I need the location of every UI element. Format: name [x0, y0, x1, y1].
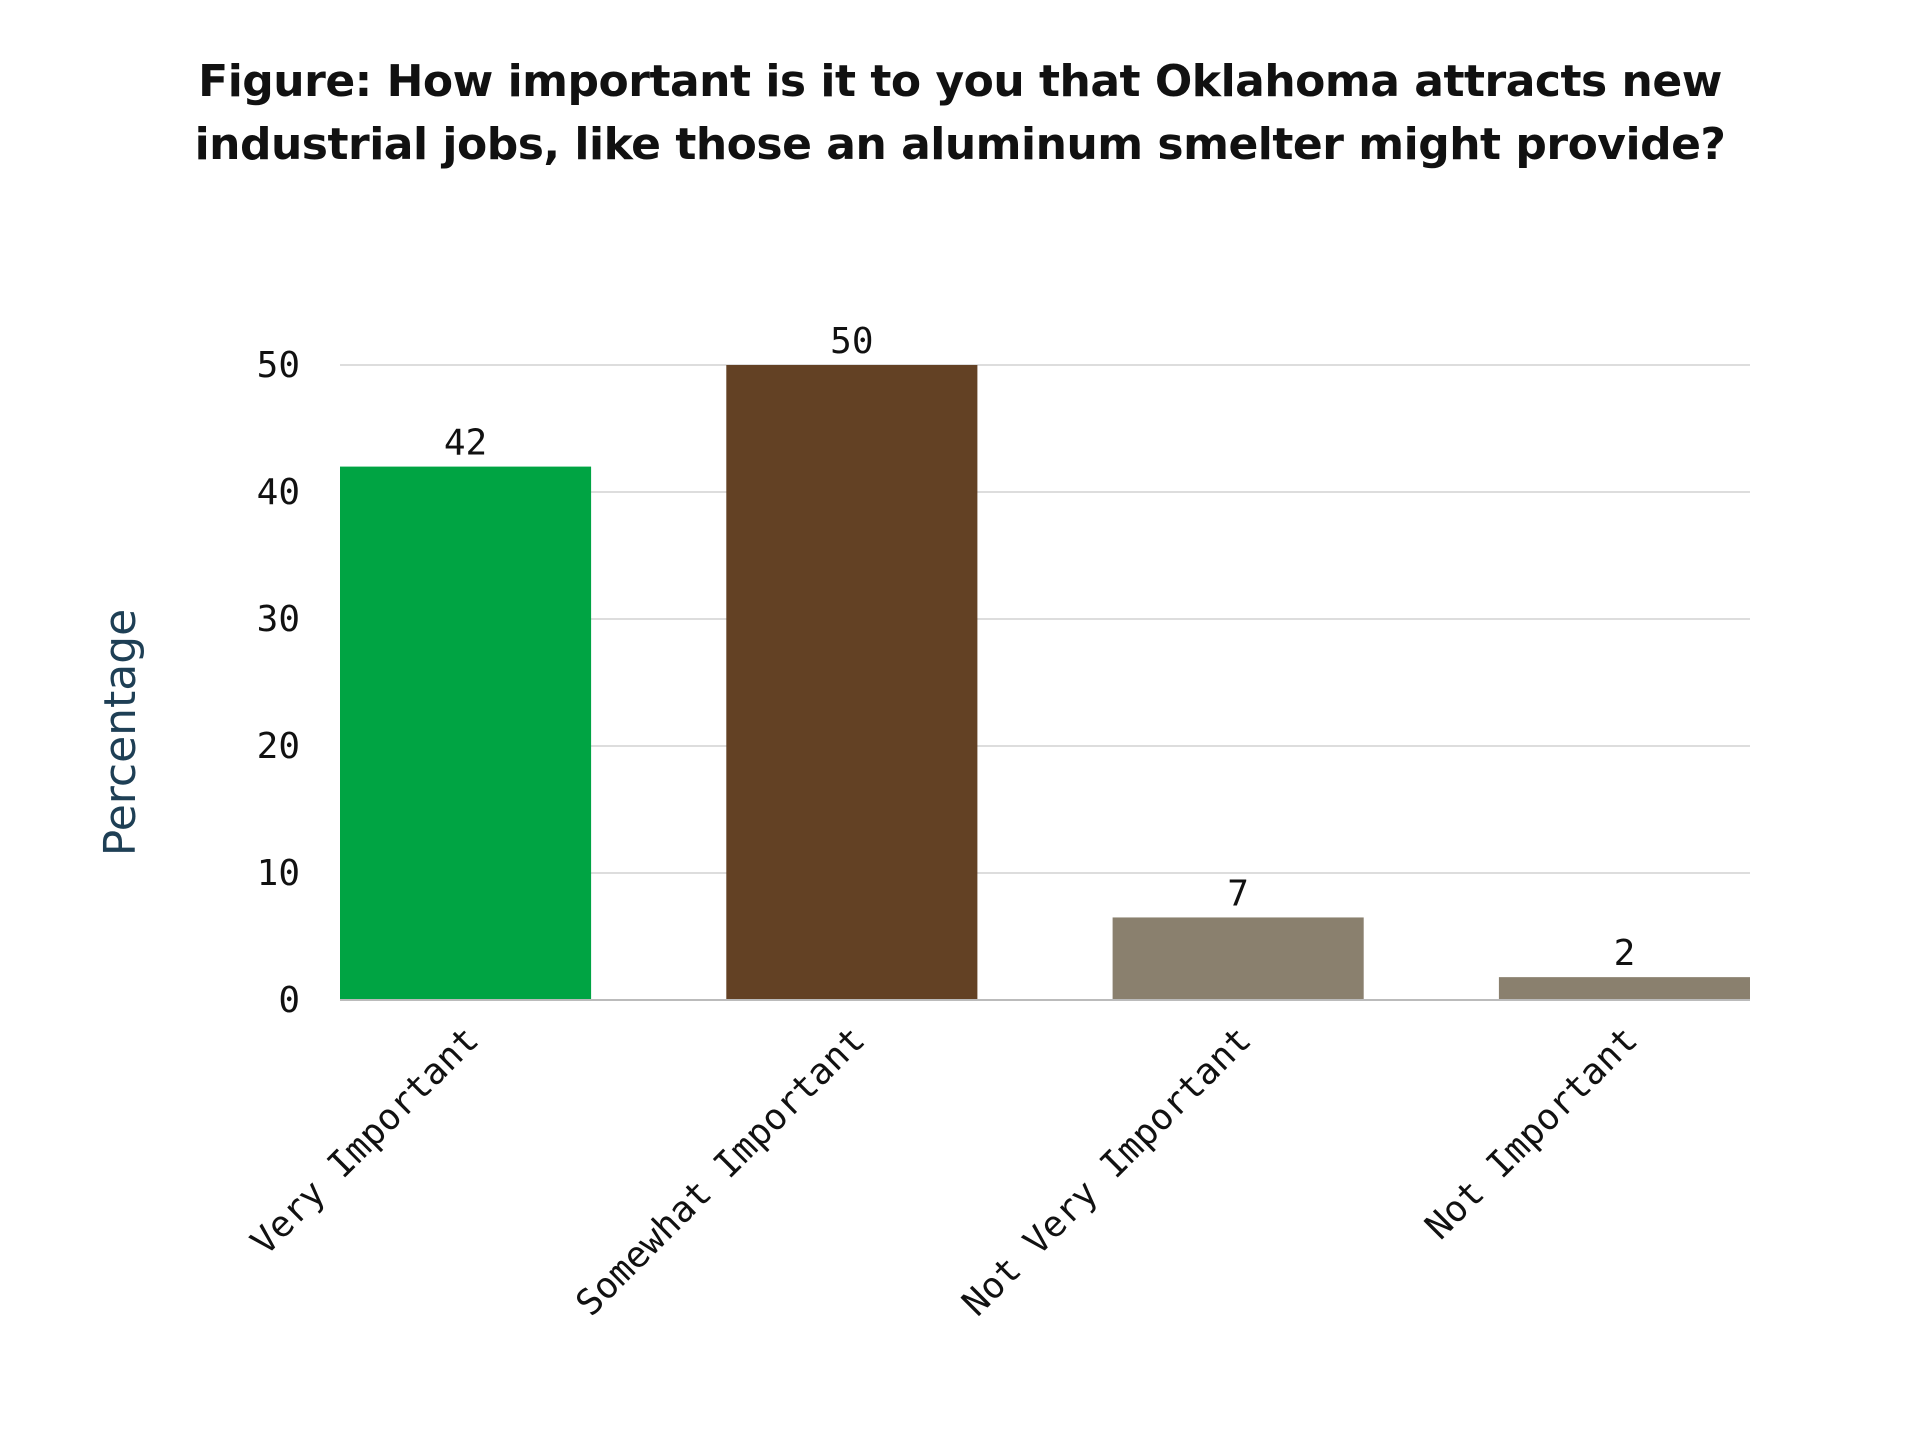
chart-title-line-1: Figure: How important is it to you that …: [198, 56, 1722, 107]
x-tick-label: Not Important: [1418, 1019, 1646, 1247]
y-tick-label: 30: [257, 599, 300, 640]
data-label: 50: [830, 321, 873, 362]
y-axis-title: Percentage: [95, 609, 146, 857]
bar: [726, 365, 978, 1000]
bars: [340, 365, 1750, 1001]
data-label: 2: [1614, 933, 1636, 974]
bar: [1498, 977, 1750, 1000]
x-tick-label: Very Important: [243, 1019, 487, 1263]
data-label: 7: [1227, 873, 1249, 914]
y-tick-label: 20: [257, 726, 300, 767]
chart-title: Figure: How important is it to you that …: [0, 50, 1920, 176]
data-label: 42: [444, 423, 487, 464]
chart-title-line-2: industrial jobs, like those an aluminum …: [194, 119, 1726, 170]
y-tick-label: 0: [278, 980, 300, 1021]
bar: [1112, 917, 1364, 1000]
x-tick-label: Somewhat Important: [568, 1019, 873, 1324]
y-tick-label: 10: [257, 853, 300, 894]
y-tick-label: 40: [257, 472, 300, 513]
bar: [340, 466, 592, 1001]
y-tick-label: 50: [257, 345, 300, 386]
x-tick-label: Not Very Important: [955, 1019, 1260, 1324]
